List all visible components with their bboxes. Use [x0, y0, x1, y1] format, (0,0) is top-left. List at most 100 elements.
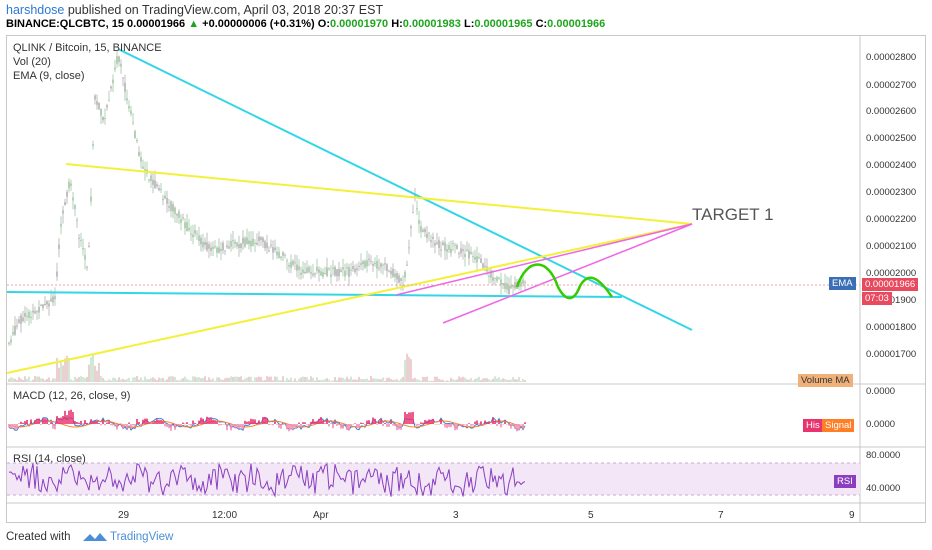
macd-y-tick: 0.0000 [866, 386, 896, 397]
macd-histogram-bar [402, 424, 404, 425]
candle-body [336, 269, 338, 277]
candle-body [286, 260, 288, 262]
volume-bar [58, 367, 60, 382]
macd-histogram-bar [252, 419, 254, 424]
volume-bar [210, 379, 212, 382]
candle-body [340, 270, 342, 272]
cyan-support-line[interactable] [6, 291, 623, 298]
macd-histogram-bar [506, 424, 508, 425]
macd-histogram-bar [464, 424, 466, 425]
macd-histogram-bar [502, 424, 504, 425]
volume-bar [430, 380, 432, 382]
macd-histogram-bar [408, 412, 410, 424]
volume-bar [232, 376, 234, 382]
candle-body [12, 331, 14, 335]
macd-histogram-bar [62, 416, 64, 424]
volume-bar [242, 380, 244, 382]
candle-body [104, 117, 106, 119]
candle-body [434, 243, 436, 246]
macd-histogram-bar [328, 424, 330, 427]
candle-body [110, 86, 112, 89]
volume-bar [454, 379, 456, 382]
volume-bar [422, 376, 424, 382]
macd-histogram-bar [184, 423, 186, 425]
volume-bar [386, 377, 388, 382]
candle-body [420, 226, 422, 232]
tradingview-brand-link[interactable]: TradingView [110, 531, 174, 543]
volume-bar [312, 377, 314, 382]
volume-bar [330, 380, 332, 382]
candle-body [46, 301, 48, 305]
macd-histogram-bar [266, 418, 268, 424]
candle-body [282, 252, 284, 256]
yellow-ascending-trendline[interactable] [6, 223, 693, 374]
macd-histogram-bar [514, 424, 516, 429]
macd-histogram-bar [496, 424, 498, 426]
volume-bar [428, 380, 430, 382]
candle-body [240, 243, 242, 249]
macd-histogram-bar [370, 424, 372, 425]
macd-histogram-bar [512, 424, 514, 426]
macd-histogram-bar [444, 424, 446, 428]
macd-histogram-bar [292, 424, 294, 431]
macd-histogram-bar [262, 417, 264, 424]
macd-histogram-bar [188, 424, 190, 425]
macd-histogram-bar [316, 421, 318, 424]
projected-path[interactable] [515, 263, 614, 300]
macd-histogram-bar [222, 424, 224, 425]
volume-indicator-label[interactable]: Vol (20) [13, 56, 51, 68]
ema-badge: EMA [829, 277, 856, 290]
volume-bar [434, 376, 436, 382]
macd-histogram-bar [154, 421, 156, 424]
volume-bar [44, 380, 46, 382]
volume-bar [236, 376, 238, 382]
volume-bar [188, 380, 190, 382]
macd-histogram-bar [322, 420, 324, 424]
volume-bar [226, 377, 228, 382]
macd-histogram-bar [366, 420, 368, 424]
publish-header: harshdose published on TradingView.com, … [0, 0, 932, 34]
candle-body [224, 250, 226, 252]
volume-bar [122, 378, 124, 382]
volume-bar [296, 380, 298, 382]
macd-histogram-bar [10, 424, 12, 429]
ema-indicator-label[interactable]: EMA (9, close) [13, 70, 85, 82]
volume-bar [278, 380, 280, 382]
candle-body [524, 281, 526, 283]
macd-histogram-bar [168, 424, 170, 429]
y-tick: 0.00002800 [866, 52, 917, 63]
cyan-descending-trendline[interactable] [117, 48, 693, 331]
macd-indicator-label[interactable]: MACD (12, 26, close, 9) [13, 390, 131, 402]
pink-channel-upper[interactable] [395, 223, 693, 296]
candle-body [388, 270, 390, 272]
chart-frame[interactable] [6, 35, 926, 523]
candle-body [28, 311, 30, 318]
volume-bar [52, 378, 54, 382]
candle-body [458, 252, 460, 254]
volume-bar [510, 379, 512, 382]
macd-histogram-bar [420, 422, 422, 424]
pink-channel-lower[interactable] [442, 223, 693, 324]
signal-badge: Signal [822, 419, 855, 432]
yellow-resistance-line[interactable] [65, 163, 693, 225]
candle-body [188, 228, 190, 231]
rsi-y-tick: 80.0000 [866, 450, 901, 461]
candle-body [394, 273, 396, 278]
macd-histogram-bar [16, 424, 18, 430]
candle-body [284, 254, 286, 256]
macd-histogram-bar [240, 424, 242, 428]
volume-bar [256, 377, 258, 382]
rsi-indicator-label[interactable]: RSI (14, close) [13, 453, 86, 465]
volume-bar [20, 378, 22, 382]
x-tick: 12:00 [212, 510, 238, 521]
candle-body [386, 264, 388, 272]
candle-body [450, 249, 452, 253]
volume-bar [62, 365, 64, 382]
volume-bar [176, 380, 178, 382]
macd-histogram-bar [78, 422, 80, 424]
candle-body [462, 249, 464, 252]
macd-histogram-bar [126, 424, 128, 429]
author-link[interactable]: harshdose [6, 3, 65, 17]
volume-bar [112, 377, 114, 382]
